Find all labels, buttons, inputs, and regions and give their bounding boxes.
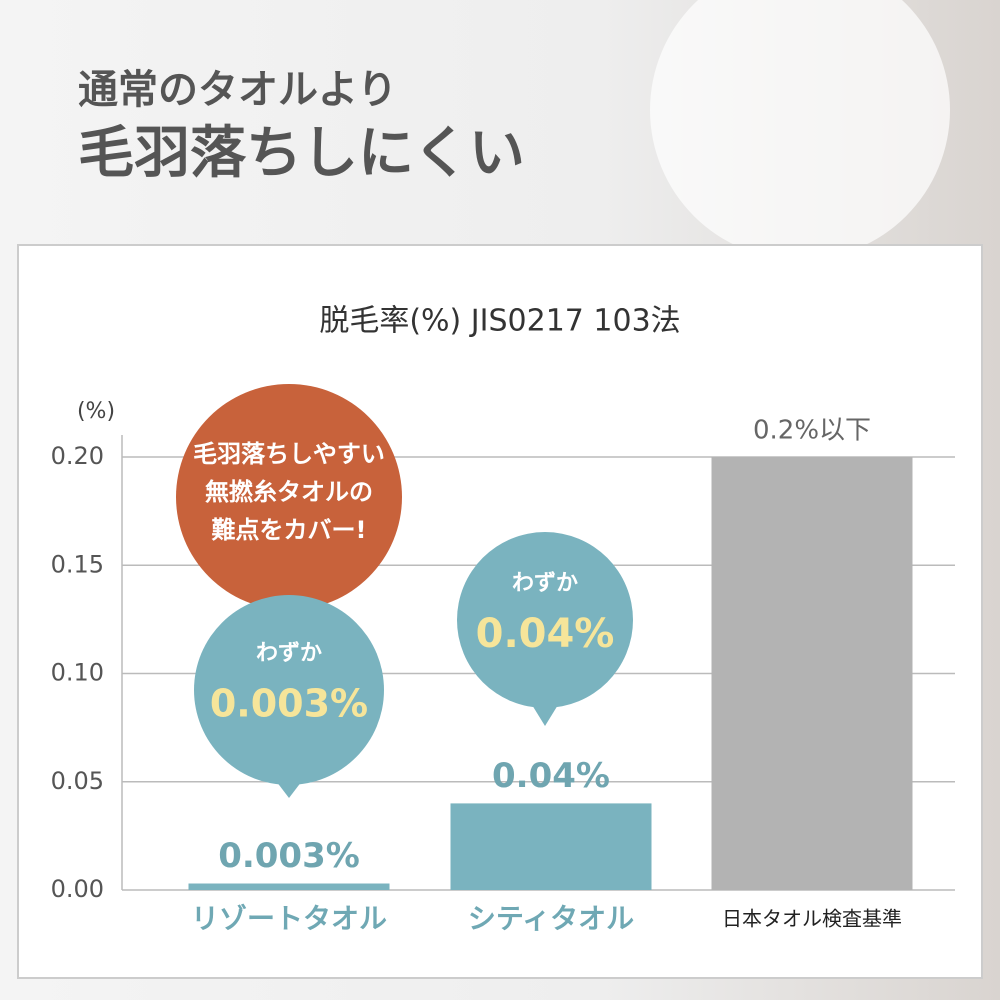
y-tick-label: 0.20 <box>51 442 104 470</box>
headline-2: 毛羽落ちしにくい <box>78 121 525 186</box>
bubble-label: わずか <box>256 641 322 666</box>
photo-towel <box>650 0 950 260</box>
bar <box>711 457 913 890</box>
headline-1: 通常のタオルより <box>78 67 397 113</box>
value-label: 0.003% <box>218 836 360 876</box>
value-label: 0.2%以下 <box>753 416 871 446</box>
x-tick-label: 日本タオル検査基準 <box>722 907 902 931</box>
bubble-value: 0.04% <box>476 611 615 657</box>
bar <box>450 803 652 890</box>
bubble-text: 難点をカバー! <box>212 516 367 544</box>
y-tick-label: 0.15 <box>51 550 104 578</box>
x-tick-label: リゾートタオル <box>191 902 387 935</box>
chart-title: 脱毛率(%) JIS0217 103法 <box>319 304 680 339</box>
y-axis-label: (%) <box>77 399 115 424</box>
bubble-label: わずか <box>512 571 578 596</box>
bar <box>188 883 390 890</box>
bubble <box>176 384 402 610</box>
bubble <box>457 532 633 708</box>
bubble-text: 毛羽落ちしやすい <box>193 440 385 468</box>
x-tick-label: シティタオル <box>468 902 634 935</box>
bubble-text: 無撚糸タオルの <box>205 478 373 506</box>
bubble-value: 0.003% <box>210 682 368 726</box>
y-tick-label: 0.00 <box>51 875 104 903</box>
y-tick-label: 0.10 <box>51 659 104 687</box>
bubble <box>194 595 384 785</box>
y-tick-label: 0.05 <box>51 767 104 795</box>
value-label: 0.04% <box>492 756 610 796</box>
